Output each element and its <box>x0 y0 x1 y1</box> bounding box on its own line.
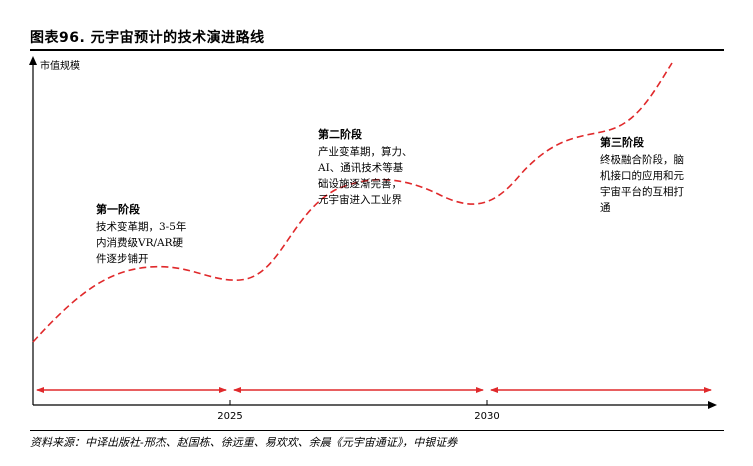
stage1-title: 第一阶段 <box>96 202 140 216</box>
source-note: 资料来源：中译出版社-邢杰、赵国栋、徐远重、易欢欢、余晨《元宇宙通证》，中银证券 <box>30 436 458 449</box>
stage3-line1: 终极融合阶段，脑 <box>600 153 684 166</box>
stage1-line2: 内消费级VR/AR硬 <box>96 236 184 249</box>
stage2-line4: 元宇宙进入工业界 <box>318 193 402 206</box>
figure-title: 图表96. 元宇宙预计的技术演进路线 <box>30 30 265 46</box>
stage2-line1: 产业变革期，算力、 <box>318 145 413 158</box>
stage3-line4: 通 <box>600 202 611 214</box>
stage2-line2: AI、通讯技术等基 <box>317 161 404 174</box>
source-divider <box>30 430 724 431</box>
x-tick-label-2030: 2030 <box>474 411 499 422</box>
stage2-line3: 础设施逐渐完善， <box>318 177 402 190</box>
stage3-line3: 宇宙平台的互相打 <box>600 185 684 198</box>
stage3-title: 第三阶段 <box>600 135 644 149</box>
y-axis-label: 市值规模 <box>40 59 80 72</box>
growth-curve <box>32 62 673 343</box>
stage2-title: 第二阶段 <box>318 127 362 141</box>
stage1-line1: 技术变革期，3-5年 <box>96 220 186 233</box>
y-axis-arrow-icon <box>29 56 37 65</box>
title-divider <box>30 49 724 51</box>
stage3-line2: 机接口的应用和元 <box>600 169 684 182</box>
x-tick-label-2025: 2025 <box>217 411 242 422</box>
x-axis-arrow-icon <box>708 401 717 409</box>
stage1-line3: 件逐步铺开 <box>96 252 149 265</box>
